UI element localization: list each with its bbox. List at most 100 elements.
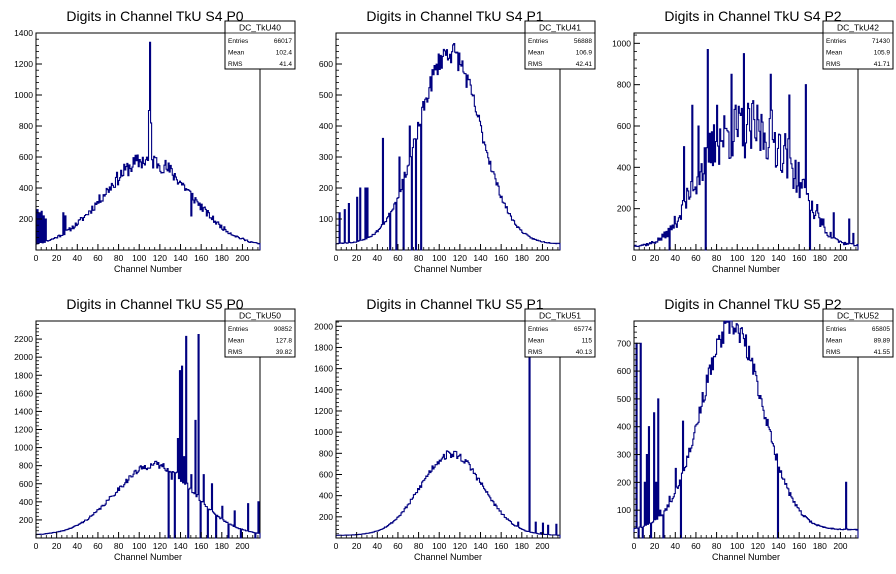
x-tick-label: 120 <box>751 541 765 551</box>
x-tick-label: 120 <box>453 541 467 551</box>
stats-box: DC_TkU50 Entries 90852 Mean 127.8 RMS 39.82 <box>224 308 296 358</box>
stats-mean-label: Mean <box>528 338 545 345</box>
panel-title: Digits in Channel TkU S5 P2 <box>664 296 841 312</box>
x-tick-label: 100 <box>730 541 744 551</box>
stats-entries-value: 71430 <box>872 38 890 45</box>
x-tick-label: 200 <box>535 253 549 263</box>
x-tick-label: 160 <box>792 541 806 551</box>
y-tick-label: 300 <box>319 152 333 162</box>
y-tick-label: 100 <box>617 505 631 515</box>
x-tick-label: 160 <box>792 253 806 263</box>
y-tick-label: 600 <box>19 479 33 489</box>
x-tick-label: 40 <box>373 541 383 551</box>
stats-mean-label: Mean <box>528 50 545 57</box>
stats-box-frame <box>822 20 894 70</box>
stats-box: DC_TkU42 Entries 71430 Mean 105.9 RMS 41.71 <box>822 20 894 70</box>
plot-frame <box>633 320 859 539</box>
stats-mean-value: 115 <box>582 338 593 345</box>
stats-rms-value: 42.41 <box>576 61 593 68</box>
x-axis-label: Channel Number <box>414 264 482 274</box>
x-tick-label: 20 <box>352 253 362 263</box>
x-tick-label: 100 <box>132 253 146 263</box>
x-tick-label: 120 <box>153 253 167 263</box>
x-tick-label: 200 <box>833 253 847 263</box>
x-tick-label: 20 <box>352 541 362 551</box>
histogram-line <box>633 48 859 251</box>
x-tick-label: 80 <box>414 541 424 551</box>
x-tick-label: 160 <box>494 253 508 263</box>
x-tick-label: 40 <box>73 541 83 551</box>
y-tick-label: 600 <box>617 121 631 131</box>
y-tick-label: 600 <box>319 469 333 479</box>
y-tick-label: 1400 <box>314 385 333 395</box>
stats-rms-label: RMS <box>826 349 841 356</box>
y-tick-label: 1200 <box>14 425 33 435</box>
stats-name: DC_TkU51 <box>539 311 581 321</box>
panel-title: Digits in Channel TkU S4 P0 <box>66 8 243 24</box>
y-tick-label: 300 <box>617 450 631 460</box>
stats-name: DC_TkU50 <box>239 311 281 321</box>
x-tick-label: 100 <box>730 253 744 263</box>
stats-rms-label: RMS <box>528 61 543 68</box>
x-tick-label: 80 <box>114 541 124 551</box>
x-tick-label: 20 <box>650 541 660 551</box>
y-tick-label: 500 <box>617 394 631 404</box>
x-tick-label: 40 <box>671 541 681 551</box>
y-tick-label: 1000 <box>314 427 333 437</box>
x-tick-label: 200 <box>535 541 549 551</box>
histogram-panel-3: Digits in Channel TkU S4 P2 0 20 40 60 80 100 1… <box>612 8 894 274</box>
x-tick-label: 140 <box>771 253 785 263</box>
y-tick-label: 600 <box>617 366 631 376</box>
stats-name: DC_TkU52 <box>837 311 879 321</box>
x-axis-label: Channel Number <box>114 264 182 274</box>
panel-title: Digits in Channel TkU S4 P2 <box>664 8 841 24</box>
x-tick-label: 80 <box>114 253 124 263</box>
x-axis-label: Channel Number <box>114 552 182 562</box>
stats-rms-label: RMS <box>228 349 243 356</box>
stats-mean-value: 89.89 <box>874 338 891 345</box>
x-tick-label: 180 <box>215 253 229 263</box>
histogram-panel-2: Digits in Channel TkU S4 P1 0 20 40 60 80 100 1… <box>319 8 596 274</box>
histogram-panel-1: Digits in Channel TkU S4 P0 0 20 40 60 80 100 1… <box>14 8 296 274</box>
stats-entries-value: 90852 <box>274 326 292 333</box>
x-tick-label: 0 <box>34 253 39 263</box>
plot-frame <box>35 32 261 251</box>
x-tick-label: 160 <box>494 541 508 551</box>
y-tick-label: 400 <box>617 422 631 432</box>
stats-name: DC_TkU41 <box>539 23 581 33</box>
y-tick-label: 1000 <box>14 90 33 100</box>
y-tick-label: 1800 <box>14 370 33 380</box>
y-tick-label: 1200 <box>14 59 33 69</box>
x-tick-label: 140 <box>473 253 487 263</box>
stats-box-frame <box>224 20 296 70</box>
x-tick-label: 120 <box>751 253 765 263</box>
x-tick-label: 100 <box>132 541 146 551</box>
x-tick-label: 60 <box>93 253 103 263</box>
y-tick-label: 200 <box>19 214 33 224</box>
stats-name: DC_TkU40 <box>239 23 281 33</box>
x-tick-label: 0 <box>334 253 339 263</box>
x-tick-label: 80 <box>712 253 722 263</box>
stats-entries-value: 66017 <box>274 38 292 45</box>
stats-rms-label: RMS <box>826 61 841 68</box>
stats-entries-label: Entries <box>826 326 847 333</box>
y-tick-label: 2200 <box>14 334 33 344</box>
x-tick-label: 200 <box>235 253 249 263</box>
stats-box: DC_TkU52 Entries 65805 Mean 89.89 RMS 41.55 <box>822 308 894 358</box>
y-tick-label: 100 <box>319 214 333 224</box>
histogram-line <box>35 41 261 250</box>
panel-title: Digits in Channel TkU S4 P1 <box>366 8 543 24</box>
x-tick-label: 0 <box>334 541 339 551</box>
stats-rms-value: 41.55 <box>874 349 891 356</box>
x-axis-label: Channel Number <box>712 264 780 274</box>
x-axis-label: Channel Number <box>712 552 780 562</box>
histogram-panel-5: Digits in Channel TkU S5 P1 0 20 40 60 80 100 1… <box>314 296 596 562</box>
y-tick-label: 400 <box>617 162 631 172</box>
x-tick-label: 40 <box>73 253 83 263</box>
stats-mean-label: Mean <box>826 338 843 345</box>
x-tick-label: 60 <box>691 253 701 263</box>
x-tick-label: 40 <box>373 253 383 263</box>
stats-entries-label: Entries <box>826 38 847 45</box>
stats-mean-label: Mean <box>228 338 245 345</box>
